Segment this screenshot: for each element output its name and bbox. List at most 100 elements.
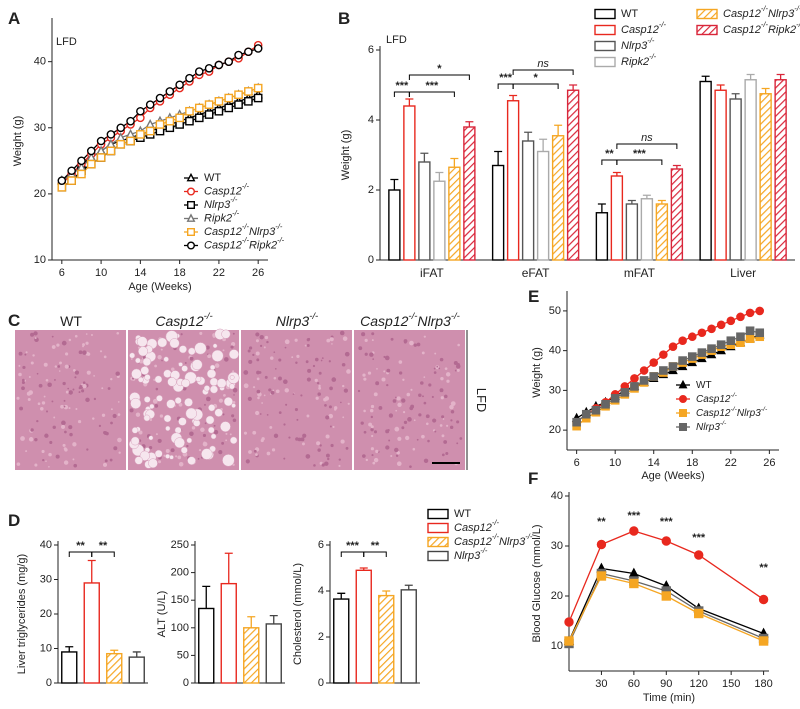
lipid-vacuole [136, 336, 148, 348]
tissue-texture [229, 433, 232, 436]
tissue-texture [283, 457, 286, 460]
lipid-vacuole [211, 349, 224, 362]
tissue-texture [224, 357, 229, 362]
significance-bracket [408, 74, 470, 80]
tissue-texture [223, 393, 226, 397]
histology-label: Nlrp3-/- [276, 311, 318, 329]
bar [400, 589, 417, 684]
bar [774, 79, 787, 261]
lipid-vacuole [207, 426, 215, 434]
tissue-texture [370, 428, 374, 432]
tissue-texture [93, 397, 97, 401]
tissue-texture [369, 352, 374, 357]
legend-marker [186, 241, 195, 250]
tissue-texture [456, 368, 460, 372]
tissue-texture [48, 465, 50, 468]
tissue-texture [82, 343, 85, 347]
bar [506, 100, 520, 261]
marker [716, 320, 726, 330]
tissue-texture [257, 396, 260, 400]
error-bar [672, 164, 681, 169]
tissue-texture [63, 460, 69, 465]
error-bar [494, 150, 503, 166]
tissue-texture [399, 371, 403, 375]
tissue-texture [338, 458, 341, 461]
tissue-texture [395, 409, 398, 412]
tissue-texture [425, 422, 429, 426]
y-axis-title: ALT (U/L) [156, 591, 168, 638]
tissue-texture [259, 344, 263, 347]
legend-label: WT [621, 8, 638, 20]
tissue-texture [438, 367, 441, 370]
marker [601, 399, 610, 409]
significance: *** [346, 540, 360, 552]
tissue-texture [62, 381, 66, 386]
significance: *** [660, 516, 674, 528]
lipid-vacuole [206, 369, 217, 379]
histology-label: Casp12-/-Nlrp3-/- [360, 311, 460, 329]
lipid-vacuole [154, 449, 163, 458]
significance: *** [692, 532, 706, 544]
legend-label: Casp12-/- [204, 182, 249, 197]
tissue-texture [19, 406, 24, 411]
tissue-texture [255, 339, 259, 343]
tissue-texture [371, 454, 374, 457]
tissue-texture [403, 420, 408, 425]
x-tick-label: 18 [174, 267, 186, 279]
tissue-texture [372, 461, 376, 465]
marker [620, 388, 630, 397]
lipid-vacuole [181, 378, 190, 388]
tissue-texture [346, 369, 351, 374]
tissue-texture [36, 372, 39, 375]
tissue-texture [252, 386, 256, 389]
marker [697, 348, 707, 357]
legend-label: Casp12-/-Ripk2-/- [723, 20, 800, 35]
tissue-texture [446, 379, 450, 383]
tissue-texture [316, 441, 321, 446]
marker [649, 358, 659, 367]
tissue-texture [34, 337, 37, 339]
error-bar [539, 138, 548, 152]
tissue-texture [370, 415, 374, 419]
y-tick-label: 2 [368, 184, 374, 196]
y-tick-label: 30 [34, 122, 46, 134]
significance: ** [371, 540, 380, 552]
tissue-texture [255, 332, 260, 337]
y-tick-label: 30 [551, 540, 563, 552]
tissue-texture [378, 406, 383, 410]
tissue-texture [74, 334, 78, 338]
tissue-texture [423, 401, 427, 405]
tissue-texture [318, 386, 322, 390]
y-tick-label: 4 [368, 114, 374, 126]
tissue-texture [375, 449, 379, 454]
significance-bracket [68, 551, 93, 557]
marker [668, 362, 678, 371]
tissue-texture [230, 345, 234, 349]
error-bar [746, 73, 755, 80]
tissue-texture [364, 338, 368, 343]
tissue-texture [245, 459, 250, 464]
lipid-vacuole [229, 436, 238, 445]
tissue-texture [314, 378, 318, 383]
y-tick-label: 30 [549, 384, 561, 396]
marker [234, 100, 243, 109]
tissue-texture [178, 461, 184, 467]
tissue-texture [58, 370, 61, 372]
tissue-texture [74, 376, 77, 379]
tissue-texture [455, 364, 461, 369]
tissue-texture [319, 444, 322, 447]
lipid-vacuole [134, 456, 143, 465]
tissue-texture [213, 424, 216, 427]
tissue-texture [394, 447, 399, 453]
side-label: LFD [474, 388, 489, 413]
legend-marker [186, 172, 196, 182]
tissue-texture [449, 404, 454, 410]
tissue-texture [101, 387, 104, 390]
x-axis-title: Age (Weeks) [128, 281, 191, 293]
significance-bracket [363, 551, 387, 557]
tissue-texture [53, 416, 56, 419]
tissue-texture [423, 458, 429, 464]
tissue-texture [446, 424, 449, 427]
tissue-texture [198, 448, 202, 452]
